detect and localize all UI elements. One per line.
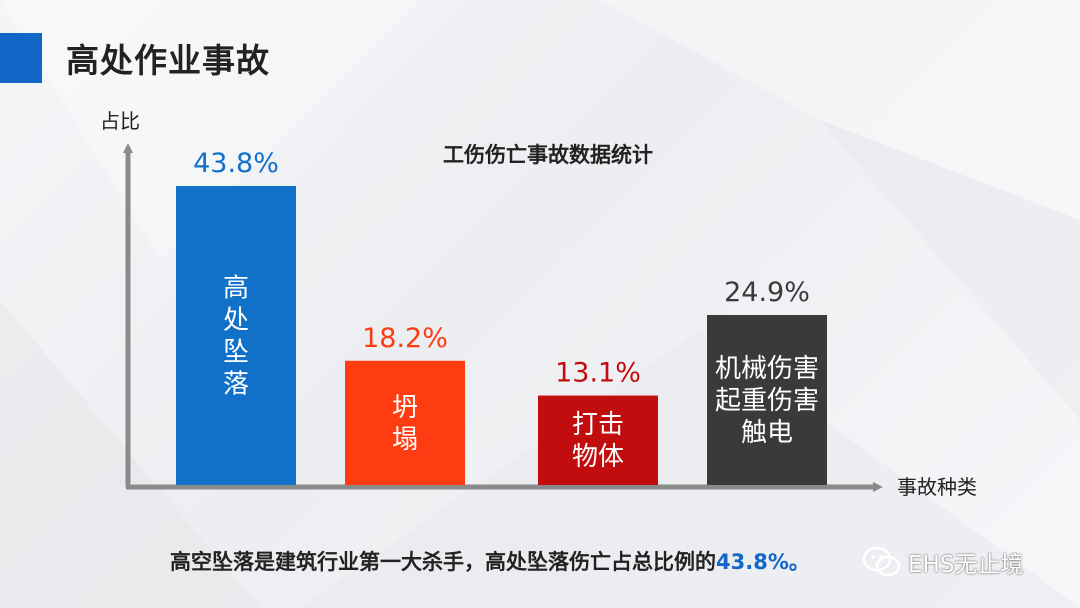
category-label-line: 坠 — [223, 337, 249, 367]
category-label-3: 打击物体 — [572, 410, 624, 472]
bar-2 — [345, 360, 465, 485]
category-label-line: 起重伤害 — [715, 386, 819, 416]
conclusion-main: 高空坠落是建筑行业第一大杀手，高处坠落伤亡占总比例的 — [170, 550, 716, 574]
value-label-2: 18.2% — [362, 323, 448, 354]
category-label-line: 塌 — [392, 425, 418, 455]
category-label-line: 物体 — [572, 442, 624, 472]
category-label-4: 机械伤害起重伤害触电 — [715, 354, 819, 448]
category-label-line: 触电 — [741, 418, 793, 448]
value-label-1: 43.8% — [193, 148, 279, 179]
bar-1 — [176, 185, 296, 485]
watermark-text: EHS无止境 — [908, 552, 1024, 578]
category-label-2: 坍塌 — [392, 393, 418, 455]
conclusion-text: 高空坠落是建筑行业第一大杀手，高处坠落伤亡占总比例的43.8%。 — [170, 546, 810, 576]
category-label-line: 高 — [223, 273, 249, 303]
category-label-line: 处 — [223, 305, 249, 335]
wechat-icon — [862, 546, 901, 577]
y-axis-label: 占比 — [100, 109, 140, 133]
page-title: 高处作业事故 — [66, 41, 270, 80]
chart-title: 工伤伤亡事故数据统计 — [443, 143, 653, 167]
bar-4 — [707, 315, 827, 485]
value-label-3: 13.1% — [555, 358, 641, 389]
watermark: EHS无止境 — [862, 545, 1023, 579]
x-axis-label: 事故种类 — [897, 475, 977, 499]
title-accent-bar — [0, 33, 42, 83]
bar-3 — [538, 395, 658, 485]
category-label-line: 落 — [223, 369, 249, 399]
category-label-line: 坍 — [392, 393, 418, 423]
category-label-1: 高处坠落 — [223, 273, 249, 399]
value-label-4: 24.9% — [724, 277, 810, 308]
category-label-line: 机械伤害 — [715, 354, 819, 384]
category-label-line: 打击 — [572, 410, 624, 440]
conclusion-highlight: 43.8%。 — [716, 550, 810, 574]
